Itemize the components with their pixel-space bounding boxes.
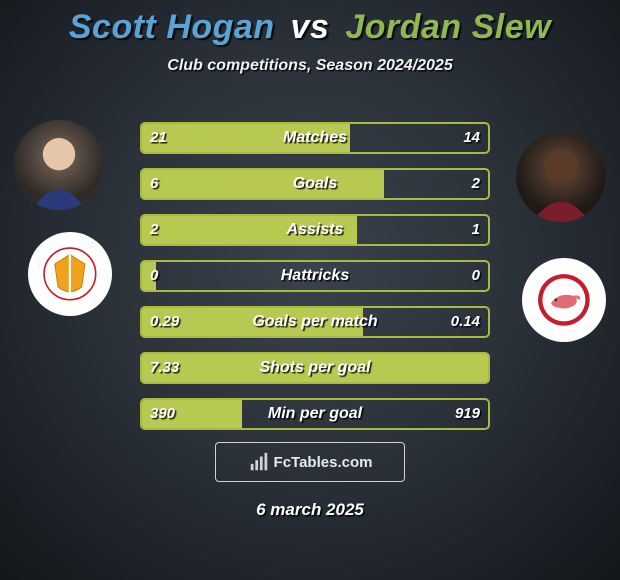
bar-fill <box>142 216 357 244</box>
stat-value-left: 0.29 <box>150 306 179 338</box>
stat-row: Min per goal390919 <box>140 398 490 430</box>
bar-track <box>140 168 490 200</box>
stat-value-left: 7.33 <box>150 352 179 384</box>
footer-date: 6 march 2025 <box>0 500 620 520</box>
stat-value-left: 2 <box>150 214 158 246</box>
stat-value-left: 6 <box>150 168 158 200</box>
stat-bars: Matches2114Goals62Assists21Hattricks00Go… <box>140 122 490 444</box>
comparison-infographic: Scott Hogan vs Jordan Slew Club competit… <box>0 0 620 580</box>
bar-track <box>140 306 490 338</box>
stat-value-left: 390 <box>150 398 175 430</box>
player1-name: Scott Hogan <box>69 8 275 46</box>
stat-row: Assists21 <box>140 214 490 246</box>
page-title: Scott Hogan vs Jordan Slew <box>0 0 620 47</box>
stat-row: Goals per match0.290.14 <box>140 306 490 338</box>
stat-row: Hattricks00 <box>140 260 490 292</box>
stat-value-right: 919 <box>455 398 480 430</box>
stat-value-right: 0 <box>472 260 480 292</box>
stat-value-left: 21 <box>150 122 167 154</box>
player2-name: Jordan Slew <box>345 8 551 46</box>
bar-fill <box>142 170 384 198</box>
site-name: FcTables.com <box>274 454 373 471</box>
player2-club-badge <box>522 258 606 342</box>
bar-fill <box>142 354 488 382</box>
stat-value-right: 2 <box>472 168 480 200</box>
player1-club-badge <box>28 232 112 316</box>
bar-track <box>140 214 490 246</box>
bar-track <box>140 352 490 384</box>
bar-fill <box>142 124 350 152</box>
player1-photo <box>14 120 104 210</box>
site-logo: FcTables.com <box>215 442 405 482</box>
player2-photo <box>516 132 606 222</box>
chart-icon <box>248 451 270 473</box>
title-vs: vs <box>291 8 330 46</box>
stat-row: Matches2114 <box>140 122 490 154</box>
stat-value-right: 14 <box>463 122 480 154</box>
stat-value-right: 1 <box>472 214 480 246</box>
bar-track <box>140 398 490 430</box>
stat-value-right: 0.14 <box>451 306 480 338</box>
stat-row: Shots per goal7.33 <box>140 352 490 384</box>
bar-track <box>140 122 490 154</box>
bar-track <box>140 260 490 292</box>
subtitle: Club competitions, Season 2024/2025 <box>0 57 620 75</box>
stat-row: Goals62 <box>140 168 490 200</box>
stat-value-left: 0 <box>150 260 158 292</box>
